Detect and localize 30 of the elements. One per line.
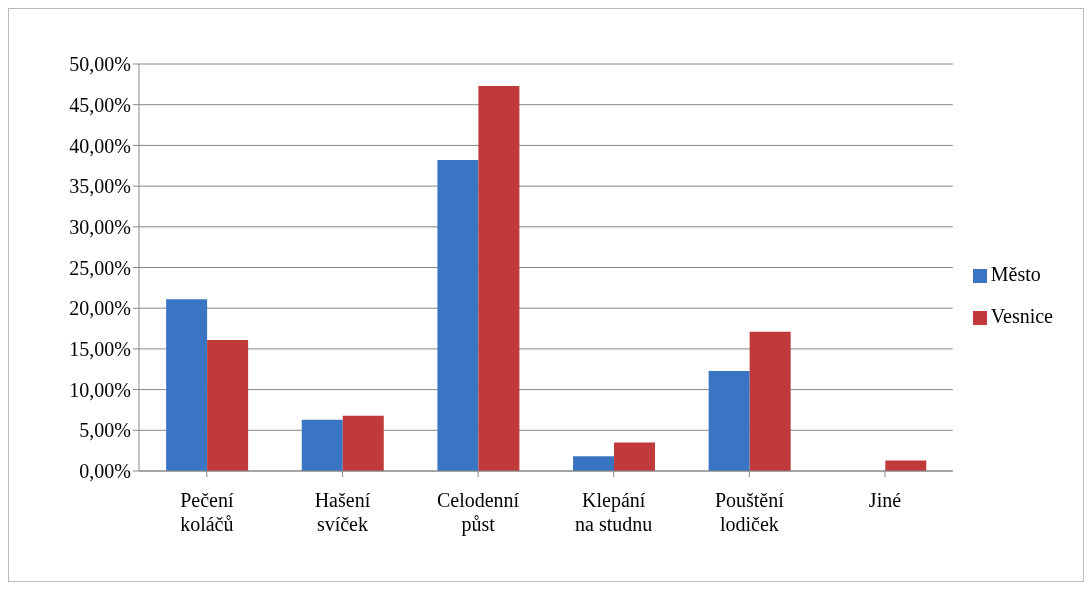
bar (885, 460, 927, 471)
y-tick-label: 10,00% (69, 378, 131, 401)
bar (207, 339, 249, 471)
y-tick-label: 40,00% (69, 134, 131, 157)
x-tick-label: Celodenní půst (436, 489, 520, 536)
x-tick-label: Jiné (868, 489, 902, 511)
y-tick-label: 45,00% (69, 93, 131, 116)
bar (478, 85, 520, 471)
x-tick-label: Pečení koláčů (180, 489, 234, 535)
y-tick-label: 25,00% (69, 256, 131, 279)
y-tick-label: 15,00% (69, 338, 131, 360)
y-tick-label: 5,00% (79, 419, 131, 442)
y-tick-label: 20,00% (69, 297, 131, 320)
bar (614, 442, 656, 471)
bar (708, 370, 750, 471)
legend-label: Vesnice (990, 305, 1053, 327)
bar (166, 299, 208, 471)
bar (749, 331, 791, 471)
x-tick-label: Hašení svíček (314, 489, 371, 535)
bar (342, 415, 384, 471)
bar (573, 456, 615, 471)
bar (301, 419, 343, 471)
y-tick-label: 0,00% (79, 460, 131, 483)
y-tick-label: 35,00% (69, 175, 131, 198)
y-tick-label: 50,00% (69, 53, 131, 76)
y-tick-label: 30,00% (69, 215, 131, 238)
x-tick-label: Klepání na studnu (575, 489, 653, 535)
x-tick-label: Pouštění lodiček (714, 489, 785, 535)
bar (437, 160, 479, 471)
legend-label: Město (990, 263, 1041, 285)
